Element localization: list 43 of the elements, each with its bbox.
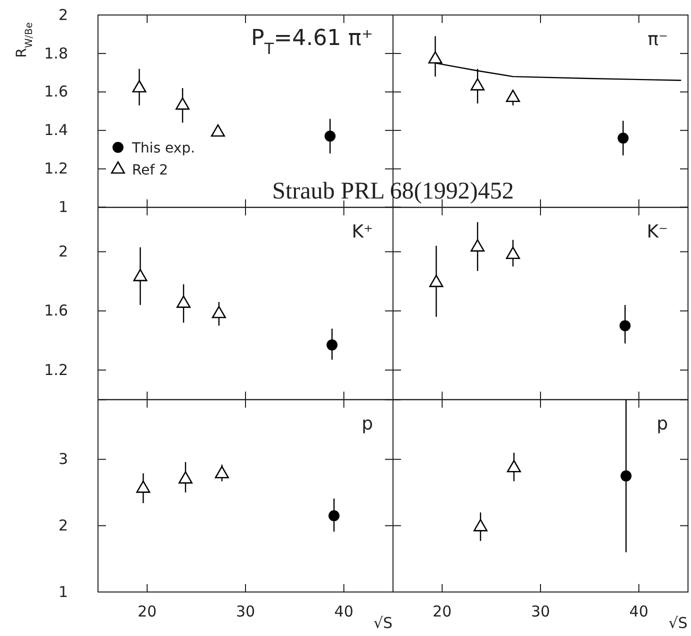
legend-label: This exp. bbox=[131, 140, 196, 156]
text: π⁻ bbox=[648, 29, 668, 50]
y-tick-label: 2 bbox=[58, 6, 68, 24]
x-tick-label: 40 bbox=[629, 602, 648, 621]
point bbox=[470, 239, 485, 252]
text: P$_{T}$=4.61 π⁺ bbox=[251, 26, 373, 58]
x-axis-title: √S bbox=[668, 614, 688, 632]
text: K⁺ bbox=[352, 221, 373, 242]
point bbox=[212, 306, 226, 318]
x-tick-label: 40 bbox=[334, 602, 354, 621]
y-tick-label: 2 bbox=[58, 242, 68, 261]
point bbox=[176, 97, 190, 110]
point bbox=[620, 320, 631, 332]
x-tick-label: 20 bbox=[432, 602, 452, 621]
legend-label: Ref 2 bbox=[132, 162, 168, 178]
y-tick-label: 1 bbox=[58, 582, 68, 601]
x-tick-label: 20 bbox=[138, 602, 157, 621]
point bbox=[176, 296, 191, 308]
y-tick-label: 1.2 bbox=[44, 360, 68, 379]
point bbox=[506, 246, 520, 259]
x-axis-title: √S bbox=[373, 614, 393, 632]
y-tick-label: 1.6 bbox=[44, 302, 68, 320]
y-tick-label: 1.2 bbox=[44, 160, 68, 178]
y-tick-label: 1.8 bbox=[44, 44, 68, 62]
x-tick-label: 30 bbox=[530, 602, 550, 621]
point bbox=[470, 78, 485, 90]
point bbox=[326, 339, 338, 350]
point bbox=[132, 80, 146, 92]
point bbox=[210, 124, 225, 137]
text: K⁻ bbox=[646, 221, 668, 242]
text: p bbox=[656, 414, 668, 435]
text: p bbox=[362, 414, 373, 435]
y-tick-label: 1.4 bbox=[44, 121, 68, 140]
point bbox=[506, 90, 520, 102]
y-tick-label: 2 bbox=[58, 516, 68, 534]
point bbox=[429, 274, 444, 288]
point bbox=[133, 268, 148, 282]
y-tick-label: 3 bbox=[58, 450, 68, 468]
y-tick-label: 1.6 bbox=[44, 82, 68, 101]
x-tick-label: 30 bbox=[236, 602, 256, 621]
point bbox=[428, 51, 442, 64]
y-tick-label: 1 bbox=[58, 198, 68, 216]
point bbox=[618, 132, 629, 144]
